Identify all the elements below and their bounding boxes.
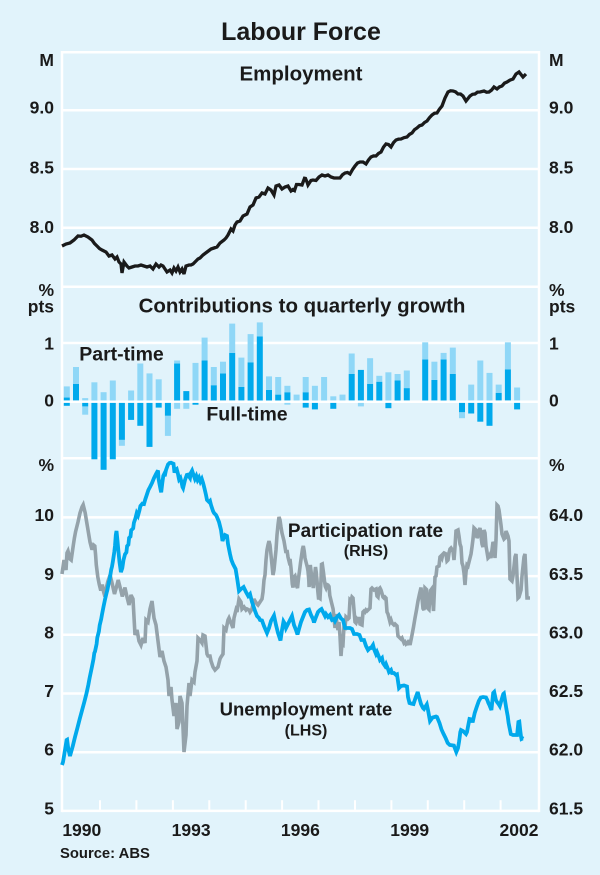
svg-text:(LHS): (LHS): [285, 723, 328, 740]
svg-text:62.0: 62.0: [549, 740, 583, 760]
svg-text:8.5: 8.5: [30, 158, 55, 178]
svg-text:Full-time: Full-time: [206, 404, 287, 426]
svg-text:pts: pts: [549, 297, 576, 317]
svg-text:pts: pts: [28, 297, 55, 317]
svg-text:(RHS): (RHS): [344, 543, 388, 560]
svg-text:5: 5: [44, 799, 54, 819]
svg-text:Labour Force: Labour Force: [221, 18, 381, 46]
svg-text:M: M: [39, 50, 54, 70]
svg-text:Participation rate: Participation rate: [288, 521, 443, 542]
svg-text:61.5: 61.5: [549, 799, 583, 819]
svg-text:63.5: 63.5: [549, 564, 583, 584]
svg-text:%: %: [549, 455, 565, 475]
svg-text:%: %: [38, 455, 54, 475]
svg-text:8.5: 8.5: [549, 158, 574, 178]
svg-text:Contributions to quarterly gro: Contributions to quarterly growth: [139, 295, 466, 318]
svg-text:1: 1: [44, 334, 54, 354]
svg-text:63.0: 63.0: [549, 623, 583, 643]
svg-text:9.0: 9.0: [549, 98, 574, 118]
svg-text:10: 10: [35, 505, 55, 525]
svg-text:2002: 2002: [500, 820, 539, 840]
svg-text:7: 7: [44, 681, 54, 701]
svg-text:64.0: 64.0: [549, 505, 583, 525]
svg-text:0: 0: [44, 390, 54, 410]
svg-text:8.0: 8.0: [30, 217, 55, 237]
svg-text:1996: 1996: [281, 820, 320, 840]
svg-text:Source: ABS: Source: ABS: [60, 846, 150, 862]
svg-text:Unemployment rate: Unemployment rate: [220, 699, 393, 720]
svg-text:8: 8: [44, 623, 54, 643]
svg-text:62.5: 62.5: [549, 681, 583, 701]
svg-text:1999: 1999: [390, 820, 429, 840]
svg-text:9: 9: [44, 564, 54, 584]
svg-text:6: 6: [44, 740, 54, 760]
svg-text:Part-time: Part-time: [79, 344, 164, 366]
svg-text:Employment: Employment: [239, 63, 362, 86]
svg-text:1: 1: [549, 334, 559, 354]
svg-text:%: %: [38, 280, 54, 300]
svg-text:9.0: 9.0: [30, 98, 55, 118]
svg-text:1993: 1993: [172, 820, 211, 840]
svg-text:0: 0: [549, 390, 559, 410]
svg-text:%: %: [549, 280, 565, 300]
svg-text:M: M: [549, 50, 564, 70]
svg-text:8.0: 8.0: [549, 217, 574, 237]
svg-text:1990: 1990: [62, 820, 101, 840]
